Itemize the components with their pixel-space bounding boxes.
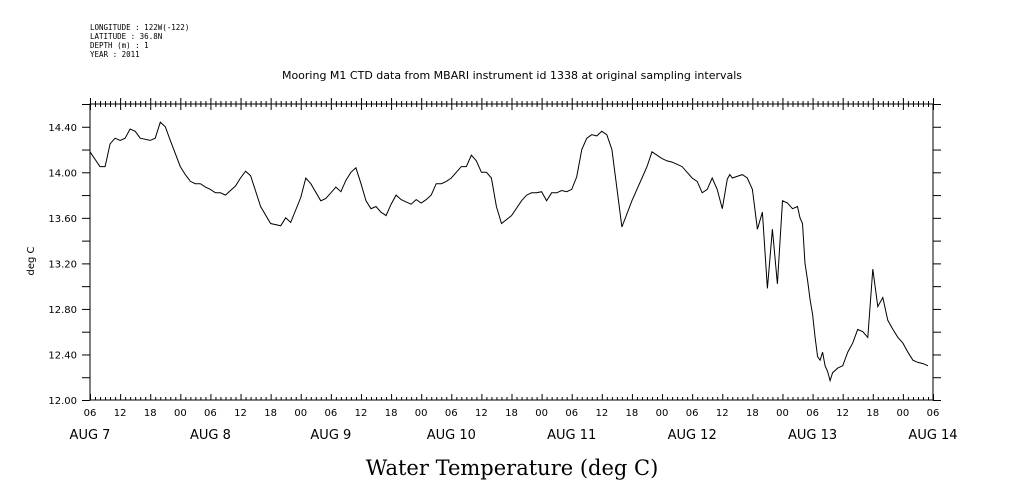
x-tick-label: 06: [84, 408, 97, 419]
y-tick-label: 12.80: [48, 305, 77, 316]
x-tick-label: 18: [626, 408, 639, 419]
y-tick-label: 12.40: [48, 350, 77, 361]
day-label: AUG 13: [788, 428, 837, 443]
x-tick-label: 00: [656, 408, 669, 419]
x-axis-title: Water Temperature (deg C): [366, 456, 659, 480]
x-tick-label: 06: [686, 408, 699, 419]
y-tick-labels: 12.00 12.40 12.80 13.20 13.60 14.00 14.40: [48, 123, 77, 407]
latitude-label: LATITUDE : 36.8N: [90, 32, 162, 41]
day-label: AUG 14: [908, 428, 957, 443]
day-labels: AUG 7 AUG 8 AUG 9 AUG 10 AUG 11 AUG 12 AUG 13 A…: [70, 428, 958, 443]
x-tick-label: 18: [385, 408, 398, 419]
y-tick-label: 12.00: [48, 396, 77, 407]
x-tick-label: 06: [324, 408, 337, 419]
x-tick-label: 00: [776, 408, 789, 419]
x-tick-label: 12: [836, 408, 849, 419]
x-tick-labels: 06 12 18 00 06 12 18 00 06 12 18 00 06 12 18 00 06 12 18 00…: [84, 408, 940, 419]
chart-title: Mooring M1 CTD data from MBARI instrumen…: [282, 69, 742, 82]
day-label: AUG 10: [427, 428, 476, 443]
x-tick-label: 12: [716, 408, 729, 419]
y-tick-label: 14.40: [48, 123, 77, 134]
x-tick-label: 06: [927, 408, 940, 419]
meta-block: LONGITUDE : 122W(-122) LATITUDE : 36.8N …: [90, 23, 189, 59]
x-tick-label: 12: [114, 408, 127, 419]
x-tick-label: 06: [806, 408, 819, 419]
x-tick-label: 00: [897, 408, 910, 419]
day-label: AUG 11: [547, 428, 596, 443]
depth-label: DEPTH (m) : 1: [90, 41, 149, 50]
day-label: AUG 12: [668, 428, 717, 443]
x-tick-label: 12: [355, 408, 368, 419]
x-tick-label: 06: [565, 408, 578, 419]
x-tick-label: 00: [174, 408, 187, 419]
day-label: AUG 9: [310, 428, 351, 443]
y-tick-label: 13.60: [48, 214, 77, 225]
x-tick-label: 06: [445, 408, 458, 419]
plot-frame: [89, 103, 934, 401]
year-label: YEAR : 2011: [90, 50, 140, 59]
x-tick-label: 18: [264, 408, 277, 419]
x-tick-label: 00: [415, 408, 428, 419]
x-tick-label: 12: [475, 408, 488, 419]
x-tick-label: 18: [866, 408, 879, 419]
x-tick-label: 00: [294, 408, 307, 419]
x-tick-label: 00: [535, 408, 548, 419]
y-axis-label: deg C: [26, 246, 37, 275]
x-tick-label: 18: [505, 408, 518, 419]
x-tick-label: 12: [595, 408, 608, 419]
x-tick-label: 18: [746, 408, 759, 419]
axis-ticks: [82, 98, 941, 401]
day-label: AUG 8: [190, 428, 231, 443]
x-tick-label: 12: [234, 408, 247, 419]
x-tick-label: 18: [144, 408, 157, 419]
day-label: AUG 7: [70, 428, 111, 443]
series-line: [89, 121, 929, 383]
x-tick-label: 06: [204, 408, 217, 419]
longitude-label: LONGITUDE : 122W(-122): [90, 23, 189, 32]
y-tick-label: 14.00: [48, 168, 77, 179]
y-tick-label: 13.20: [48, 259, 77, 270]
